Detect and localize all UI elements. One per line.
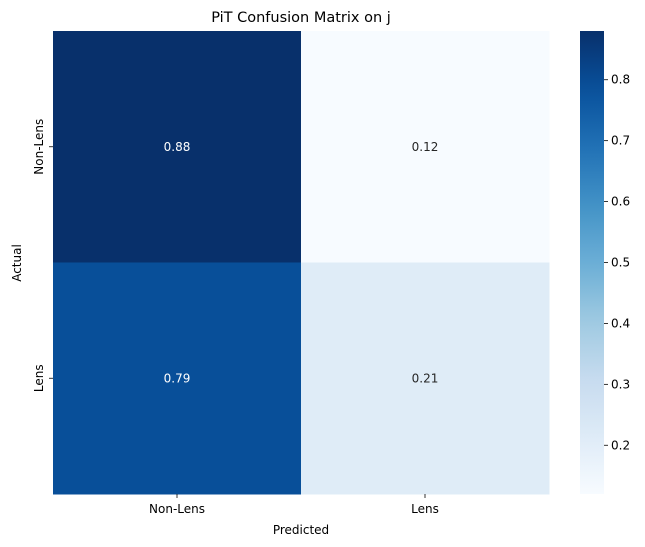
colorbar: 0.2 0.3 0.4 0.5 0.6 0.7 0.8 [580,31,630,494]
x-axis: Non-Lens Lens [149,494,439,516]
colorbar-tick-label: 0.4 [611,316,630,330]
colorbar-gradient [580,31,604,494]
cell-label-r1-c0: 0.79 [164,371,191,385]
colorbar-tick-label: 0.6 [611,195,630,209]
cell-label-r0-c0: 0.88 [164,140,191,154]
colorbar-tick-label: 0.7 [611,134,630,148]
cell-label-r1-c1: 0.21 [412,371,439,385]
heatmap-cell-r1-c1 [301,262,550,495]
colorbar-tick-label: 0.5 [611,256,630,270]
y-tick-label: Non-Lens [32,119,46,175]
y-tick-label: Lens [32,364,46,392]
heatmap-cell-labels: 0.88 0.12 0.79 0.21 [164,140,439,386]
x-tick-label: Lens [411,502,439,516]
y-axis-label: Actual [10,244,24,282]
colorbar-tick-label: 0.2 [611,438,630,452]
heatmap-cell-r1-c0 [53,262,302,495]
heatmap-cell-r0-c0 [53,31,302,263]
x-tick-label: Non-Lens [149,502,205,516]
colorbar-tick-label: 0.3 [611,377,630,391]
heatmap-cell-r0-c1 [301,31,550,263]
heatmap-cells [53,31,550,495]
y-axis: Non-Lens Lens [32,119,53,392]
colorbar-tick-label: 0.8 [611,73,630,87]
cell-label-r0-c1: 0.12 [412,140,439,154]
chart-title: PiT Confusion Matrix on j [211,10,391,26]
x-axis-label: Predicted [273,523,329,537]
